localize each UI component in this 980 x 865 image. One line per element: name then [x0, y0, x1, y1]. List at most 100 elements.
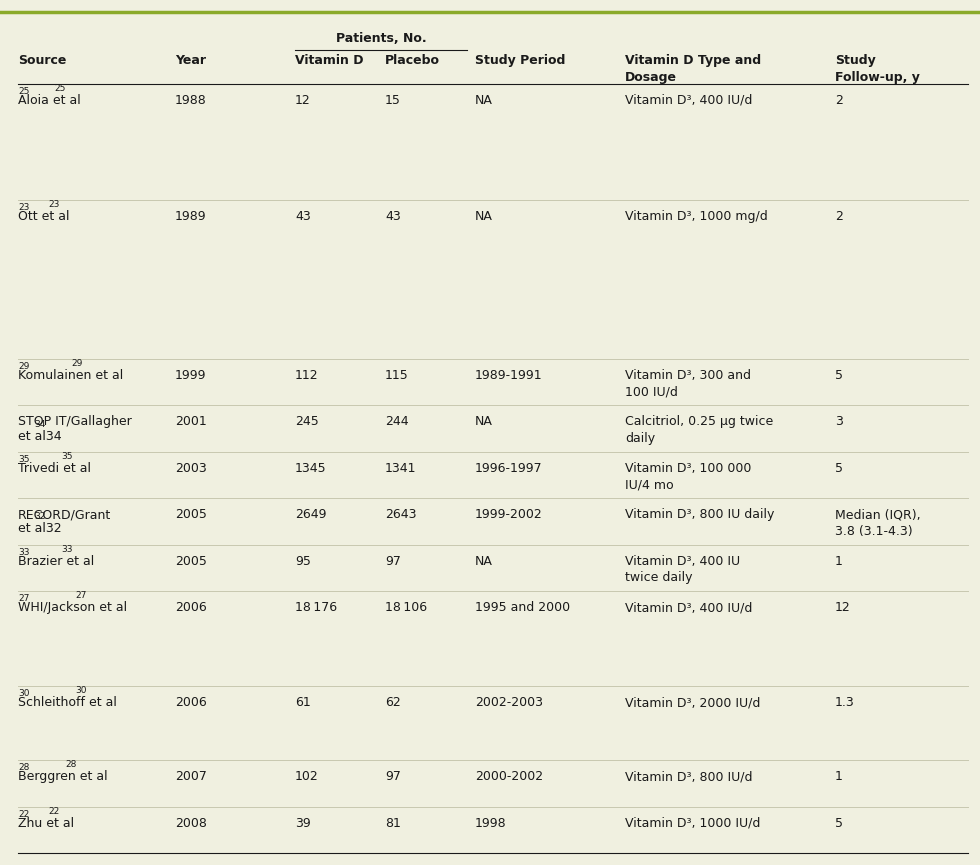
Text: 112: 112	[295, 368, 319, 381]
Text: 1989: 1989	[175, 210, 207, 223]
Text: 25: 25	[55, 84, 67, 93]
Text: 33: 33	[18, 548, 29, 556]
Text: 39: 39	[295, 817, 311, 830]
Text: 27: 27	[74, 591, 86, 600]
Text: 35: 35	[18, 455, 29, 464]
Text: Komulainen et al: Komulainen et al	[18, 368, 123, 381]
Text: Schleithoff et al: Schleithoff et al	[18, 696, 117, 709]
Text: 1998: 1998	[475, 817, 507, 830]
Text: 244: 244	[385, 415, 409, 428]
Text: 2005: 2005	[175, 508, 207, 521]
Text: 115: 115	[385, 368, 409, 381]
Text: Patients, No.: Patients, No.	[336, 32, 426, 45]
Text: 1999: 1999	[175, 368, 207, 381]
Text: 34: 34	[34, 420, 46, 428]
Text: Placebo: Placebo	[385, 54, 440, 67]
Text: NA: NA	[475, 94, 493, 107]
Text: 5: 5	[835, 817, 843, 830]
Text: 81: 81	[385, 817, 401, 830]
Text: STOP IT/Gallagher: STOP IT/Gallagher	[18, 415, 131, 428]
Text: Zhu et al: Zhu et al	[18, 817, 74, 830]
Text: Vitamin D³, 1000 mg/d: Vitamin D³, 1000 mg/d	[625, 210, 767, 223]
Text: 1996-1997: 1996-1997	[475, 462, 543, 475]
Text: 27: 27	[18, 594, 29, 603]
Text: 23: 23	[18, 203, 29, 212]
Text: 2006: 2006	[175, 696, 207, 709]
Text: 1: 1	[835, 770, 843, 783]
Text: Vitamin D³, 800 IU/d: Vitamin D³, 800 IU/d	[625, 770, 753, 783]
Text: 12: 12	[835, 601, 851, 614]
Text: 29: 29	[72, 359, 83, 368]
Text: Vitamin D³, 400 IU
twice daily: Vitamin D³, 400 IU twice daily	[625, 554, 740, 584]
Text: Study
Follow-up, y: Study Follow-up, y	[835, 54, 920, 84]
Text: Vitamin D: Vitamin D	[295, 54, 364, 67]
Text: Source: Source	[18, 54, 67, 67]
Text: Berggren et al: Berggren et al	[18, 770, 108, 783]
Text: 28: 28	[65, 760, 76, 769]
Text: Calcitriol, 0.25 μg twice
daily: Calcitriol, 0.25 μg twice daily	[625, 415, 773, 445]
Text: 1988: 1988	[175, 94, 207, 107]
Text: 2002-2003: 2002-2003	[475, 696, 543, 709]
Text: Brazier et al: Brazier et al	[18, 554, 94, 567]
Text: 245: 245	[295, 415, 319, 428]
Text: Year: Year	[175, 54, 206, 67]
Text: 62: 62	[385, 696, 401, 709]
Text: 28: 28	[18, 763, 29, 772]
Text: 2649: 2649	[295, 508, 326, 521]
Text: Median (IQR),
3.8 (3.1-4.3): Median (IQR), 3.8 (3.1-4.3)	[835, 508, 920, 537]
Text: 97: 97	[385, 554, 401, 567]
Text: 2001: 2001	[175, 415, 207, 428]
Text: 2006: 2006	[175, 601, 207, 614]
Text: 1989-1991: 1989-1991	[475, 368, 543, 381]
Text: 2003: 2003	[175, 462, 207, 475]
Text: 2: 2	[835, 210, 843, 223]
Text: 61: 61	[295, 696, 311, 709]
Text: WHI/Jackson et al: WHI/Jackson et al	[18, 601, 127, 614]
Text: 22: 22	[48, 806, 60, 816]
Text: Vitamin D³, 800 IU daily: Vitamin D³, 800 IU daily	[625, 508, 774, 521]
Text: Ott et al: Ott et al	[18, 210, 70, 223]
Text: NA: NA	[475, 554, 493, 567]
Text: 30: 30	[18, 689, 29, 698]
Text: 1995 and 2000: 1995 and 2000	[475, 601, 570, 614]
Text: 2007: 2007	[175, 770, 207, 783]
Text: 2008: 2008	[175, 817, 207, 830]
Text: 18 106: 18 106	[385, 601, 427, 614]
Text: 33: 33	[62, 545, 74, 554]
Text: 1.3: 1.3	[835, 696, 855, 709]
Text: Aloia et al: Aloia et al	[18, 94, 80, 107]
Text: 15: 15	[385, 94, 401, 107]
Text: 43: 43	[385, 210, 401, 223]
Text: Vitamin D³, 400 IU/d: Vitamin D³, 400 IU/d	[625, 601, 753, 614]
Text: Vitamin D³, 300 and
100 IU/d: Vitamin D³, 300 and 100 IU/d	[625, 368, 751, 398]
Text: Vitamin D³, 400 IU/d: Vitamin D³, 400 IU/d	[625, 94, 753, 107]
Text: 3: 3	[835, 415, 843, 428]
Text: Vitamin D³, 100 000
IU/4 mo: Vitamin D³, 100 000 IU/4 mo	[625, 462, 752, 491]
Text: 43: 43	[295, 210, 311, 223]
Text: 1341: 1341	[385, 462, 416, 475]
Text: Trivedi et al: Trivedi et al	[18, 462, 91, 475]
Text: 2005: 2005	[175, 554, 207, 567]
Text: 32: 32	[34, 512, 46, 522]
Text: 5: 5	[835, 368, 843, 381]
Text: 1345: 1345	[295, 462, 326, 475]
Text: 95: 95	[295, 554, 311, 567]
Text: NA: NA	[475, 210, 493, 223]
Text: 2000-2002: 2000-2002	[475, 770, 543, 783]
Text: Vitamin D³, 1000 IU/d: Vitamin D³, 1000 IU/d	[625, 817, 760, 830]
Text: Vitamin D³, 2000 IU/d: Vitamin D³, 2000 IU/d	[625, 696, 760, 709]
Text: 2: 2	[835, 94, 843, 107]
Text: 1999-2002: 1999-2002	[475, 508, 543, 521]
Text: 22: 22	[18, 810, 29, 818]
Text: 102: 102	[295, 770, 319, 783]
Text: Vitamin D Type and
Dosage: Vitamin D Type and Dosage	[625, 54, 761, 84]
Text: 18 176: 18 176	[295, 601, 337, 614]
Text: 2643: 2643	[385, 508, 416, 521]
Text: 12: 12	[295, 94, 311, 107]
Text: 5: 5	[835, 462, 843, 475]
Text: et al32: et al32	[18, 522, 62, 535]
Text: 35: 35	[62, 452, 74, 460]
Text: 30: 30	[74, 686, 86, 695]
Text: Study Period: Study Period	[475, 54, 565, 67]
Text: 29: 29	[18, 362, 29, 370]
